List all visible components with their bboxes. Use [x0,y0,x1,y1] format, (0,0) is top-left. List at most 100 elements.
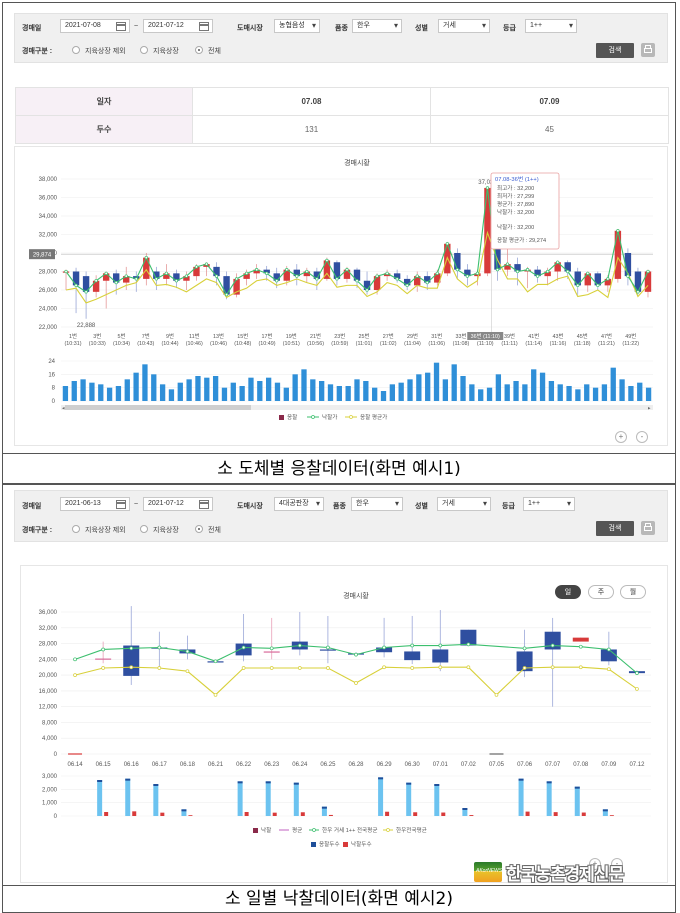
candle-body [516,651,533,672]
national-avg-point [241,666,246,670]
sex-select[interactable]: 거세 [438,19,490,33]
zoom-out-button[interactable]: - [611,858,623,870]
x-tick-label: (10:44) [161,341,178,347]
x-tick-label: (11:16) [550,341,567,347]
radio-all[interactable] [195,46,203,54]
news-logo-icon: AKorNEWS [474,862,502,882]
radio-all[interactable] [195,525,203,533]
item-select[interactable]: 한우 [352,19,402,33]
candle-body [92,280,100,292]
radio-carcass[interactable] [140,525,148,533]
x-tick-label: (10:48) [234,341,251,347]
y-tick-label: 4,000 [42,736,58,742]
win-price-point [315,277,319,281]
win-price-point [234,277,239,281]
date-from-input[interactable]: 2021-06-13 [60,497,130,511]
y-tick-label: 0 [54,752,58,758]
market-select[interactable]: 4대공판장 [274,497,324,511]
zoom-out-button[interactable]: - [636,431,648,443]
win-price-point [104,271,108,275]
count-bar [212,376,219,401]
count-bar [407,379,413,401]
y-tick-label: 20,000 [39,673,58,679]
bar-y-tick-label: 0 [52,399,56,405]
date-label: 경매일 [22,503,42,510]
national-avg-point [494,692,499,697]
toggle-month[interactable]: 월 [620,585,646,599]
search-button[interactable]: 검색 [596,521,634,536]
date-from-input[interactable]: 2021-07-08 [60,19,130,33]
x-tick-label: (11:01) [356,341,373,347]
x-tick-label: (11:02) [380,341,397,347]
radio-carcass[interactable] [140,46,148,54]
x-tick-label: 06.23 [264,762,280,768]
y-tick-label: 24,000 [39,307,58,313]
calendar-icon[interactable] [116,500,126,509]
count-bar [345,386,351,401]
item-select[interactable]: 한우 [351,497,403,511]
bid-count-cap [518,778,524,781]
grade-select[interactable]: 1++ [525,19,577,33]
calendar-icon[interactable] [199,22,209,31]
win-price-point [505,262,510,266]
print-icon[interactable] [641,521,655,535]
x-tick-label: 07.09 [601,762,617,768]
win-price-point [576,283,580,288]
calendar-icon[interactable] [116,22,126,31]
x-tick-label: 13번 [213,332,224,340]
candle-body [574,271,581,286]
scrollbar-track [61,405,653,410]
legend-swatch [311,842,316,847]
legend-marker [311,415,315,419]
x-highlight-label: 36번 (11:10) [471,332,500,340]
calendar-icon[interactable] [199,500,209,509]
national-avg-point [522,666,527,670]
national-1pp-point [635,671,639,675]
win-price-point [495,267,500,272]
radio-exclude[interactable] [72,46,80,54]
x-tick-label: 06.28 [348,762,364,768]
candle-body [112,273,120,283]
date-to-input[interactable]: 2021-07-12 [143,19,213,33]
count-bar [495,374,502,401]
market-select[interactable]: 농협음성 [274,19,320,33]
count-bar [372,387,378,401]
count-bar [425,372,431,401]
x-tick-label: (11:18) [574,341,591,347]
x-tick-label: (10:51) [283,341,300,347]
search-button[interactable]: 검색 [596,43,634,58]
win-price-point [606,277,610,281]
zoom-in-button[interactable]: + [615,431,627,443]
tooltip-line: 최저가 : 27,299 [497,192,534,200]
count-bar [380,391,387,401]
count-bar [133,372,139,401]
x-tick-label: 29번 [407,332,418,340]
print-icon[interactable] [641,43,655,57]
national-1pp-point [522,646,527,651]
candle-body [273,273,280,281]
radio-exclude[interactable] [72,525,80,533]
x-tick-label: (11:08) [453,341,470,347]
radio-carcass-label: 지육상장 [153,527,179,534]
count-bar [319,381,325,401]
x-tick-label: 3번 [93,332,101,340]
bid-count-cap [237,781,243,784]
win-price-point [285,267,289,272]
candle-body [464,269,471,277]
win-price-point [204,262,209,266]
count-bar [398,382,404,401]
count-bar [610,367,616,401]
sex-select[interactable]: 거세 [437,497,491,511]
win-price-point [355,279,359,283]
count-bar [645,387,652,401]
zoom-in-button[interactable]: + [589,858,601,870]
toggle-week[interactable]: 주 [588,585,614,599]
toggle-day[interactable]: 일 [555,585,581,599]
count-bar [151,374,157,401]
date-to-input[interactable]: 2021-07-12 [143,497,213,511]
candle-body [95,658,112,660]
x-tick-label: 07.07 [545,762,561,768]
x-tick-label: 07.12 [629,762,645,768]
grade-select[interactable]: 1++ [523,497,575,511]
candle-body [544,271,551,277]
